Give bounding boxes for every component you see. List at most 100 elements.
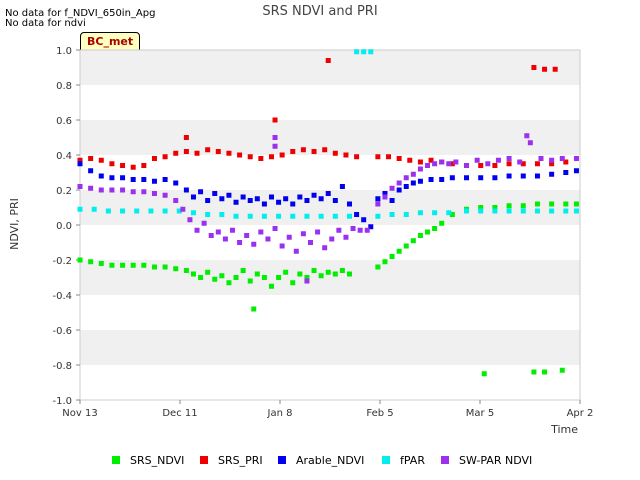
data-point	[162, 208, 168, 214]
data-point	[492, 175, 498, 181]
data-point	[283, 269, 289, 275]
data-point	[403, 212, 409, 217]
series-fpar	[77, 49, 579, 219]
data-point	[222, 236, 228, 242]
data-point	[151, 156, 157, 161]
data-point	[173, 198, 179, 203]
data-point	[318, 213, 324, 219]
data-point	[354, 154, 360, 160]
data-point	[534, 161, 540, 167]
data-point	[549, 171, 555, 177]
data-point	[325, 191, 331, 196]
data-point	[272, 117, 278, 123]
data-point	[478, 205, 484, 210]
data-point	[258, 156, 264, 161]
data-point	[520, 203, 526, 209]
data-point	[304, 278, 310, 284]
series-srs-ndvi	[77, 201, 579, 377]
data-point	[88, 156, 94, 161]
data-point	[339, 184, 345, 189]
data-point	[325, 269, 331, 275]
data-point	[244, 233, 250, 238]
data-point	[410, 180, 416, 186]
data-point	[478, 175, 484, 181]
data-point	[290, 213, 296, 219]
data-point	[208, 233, 214, 238]
data-point	[389, 185, 395, 191]
data-point	[563, 159, 569, 165]
data-point	[148, 208, 154, 214]
x-tick-label: Dec 11	[162, 408, 197, 419]
data-point	[417, 210, 423, 216]
grid-bands	[80, 50, 580, 400]
data-point	[297, 271, 303, 277]
data-point	[527, 140, 533, 146]
data-point	[279, 243, 285, 249]
data-point	[300, 147, 306, 153]
data-point	[283, 196, 289, 202]
data-point	[417, 233, 423, 238]
data-point	[77, 184, 83, 189]
data-point	[290, 201, 296, 207]
legend-label: Arable_NDVI	[296, 454, 364, 467]
data-point	[432, 161, 438, 167]
grid-band	[80, 365, 580, 400]
data-point	[446, 161, 452, 167]
data-point	[343, 234, 349, 240]
data-point	[549, 161, 555, 167]
data-point	[272, 226, 278, 231]
data-point	[559, 367, 565, 373]
data-point	[162, 177, 168, 182]
data-point	[410, 171, 416, 177]
data-point	[205, 147, 211, 153]
data-point	[91, 206, 97, 212]
grid-band	[80, 330, 580, 365]
data-point	[229, 227, 235, 233]
grid-band	[80, 85, 580, 120]
data-point	[364, 227, 370, 233]
data-point	[109, 175, 115, 181]
data-point	[276, 199, 282, 205]
data-point	[286, 234, 292, 240]
data-point	[432, 210, 438, 216]
site-badge: BC_met	[80, 32, 141, 51]
data-point	[77, 161, 83, 167]
data-point	[389, 212, 395, 217]
data-point	[290, 149, 296, 154]
data-point	[311, 268, 317, 273]
data-point	[120, 163, 126, 168]
data-point	[329, 236, 335, 242]
data-point	[382, 259, 388, 265]
x-tick-label: Mar 5	[466, 408, 494, 419]
y-tick-label: -0.6	[52, 326, 72, 337]
data-point	[375, 264, 381, 270]
data-point	[194, 227, 200, 233]
data-point	[573, 156, 579, 161]
data-point	[237, 152, 243, 158]
data-point	[322, 147, 328, 153]
y-tick-label: 0.4	[56, 151, 72, 162]
x-axis-ticks: Nov 13 Dec 11 Jan 8 Feb 5 Mar 5 Apr 2	[62, 400, 593, 419]
data-point	[151, 191, 157, 196]
data-point	[176, 208, 182, 214]
data-point	[254, 196, 260, 202]
data-point	[254, 271, 260, 277]
data-point	[268, 194, 274, 200]
data-point	[233, 199, 239, 205]
data-point	[403, 184, 409, 189]
data-point	[205, 212, 211, 217]
data-point	[403, 175, 409, 181]
data-point	[403, 243, 409, 249]
data-point	[276, 213, 282, 219]
data-point	[240, 194, 246, 200]
data-point	[190, 194, 196, 200]
data-point	[272, 135, 278, 140]
x-tick-label: Apr 2	[567, 408, 594, 419]
data-point	[573, 168, 579, 174]
data-point	[357, 227, 363, 233]
data-point	[311, 192, 317, 198]
data-point	[368, 224, 374, 230]
data-point	[506, 156, 512, 161]
data-point	[261, 213, 267, 219]
